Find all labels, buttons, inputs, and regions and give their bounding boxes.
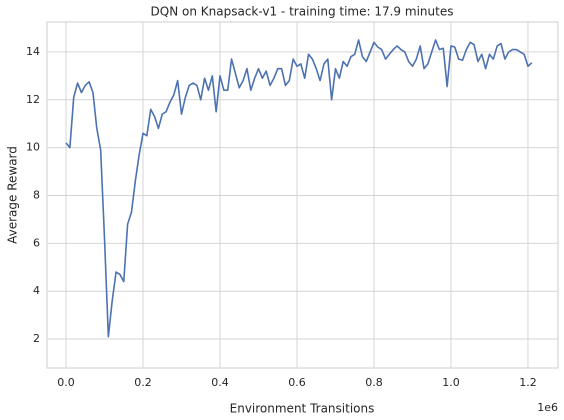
y-tick-label: 2	[33, 332, 40, 345]
y-tick-label: 6	[33, 236, 40, 249]
y-tick-label: 10	[26, 141, 40, 154]
y-axis-label: Average Reward	[6, 146, 20, 244]
y-tick-label: 14	[26, 45, 40, 58]
x-tick-label: 0.8	[365, 376, 383, 389]
x-tick-label: 0.6	[288, 376, 306, 389]
x-offset-label: 1e6	[537, 401, 558, 414]
y-tick-label: 12	[26, 93, 40, 106]
x-tick-label: 1.0	[442, 376, 460, 389]
x-tick-label: 0.2	[134, 376, 152, 389]
x-axis-label: Environment Transitions	[230, 402, 375, 416]
x-tick-label: 0.0	[57, 376, 75, 389]
y-tick-label: 4	[33, 284, 40, 297]
chart-title: DQN on Knapsack-v1 - training time: 17.9…	[151, 5, 454, 19]
y-tick-label: 8	[33, 188, 40, 201]
data-line	[65, 39, 533, 338]
x-tick-label: 1.2	[519, 376, 537, 389]
x-tick-label: 0.4	[211, 376, 229, 389]
